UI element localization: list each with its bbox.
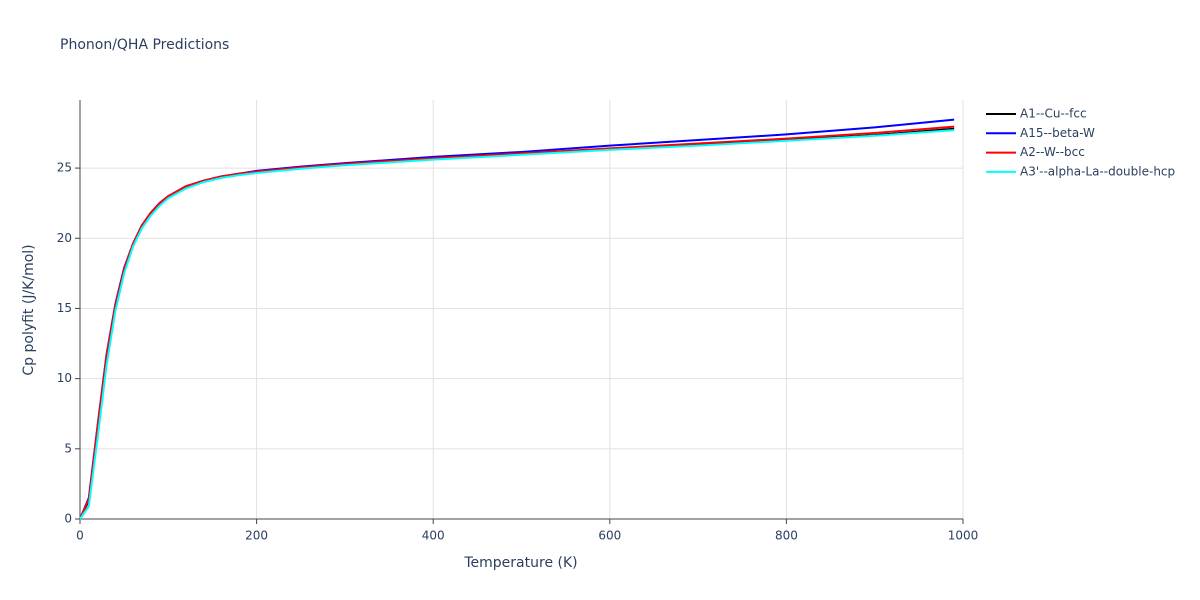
- y-tick-label: 20: [57, 231, 72, 245]
- y-tick-label: 5: [64, 441, 72, 455]
- legend-label: A1--Cu--fcc: [1020, 107, 1087, 121]
- legend-label: A3'--alpha-La--double-hcp: [1020, 164, 1175, 178]
- y-tick-label: 0: [64, 512, 72, 526]
- legend-label: A2--W--bcc: [1020, 145, 1085, 159]
- y-axis-title: Cp polyfit (J/K/mol): [21, 244, 37, 375]
- y-tick-label: 15: [57, 301, 72, 315]
- line-series: [79, 125, 955, 520]
- x-axis-title: Temperature (K): [463, 555, 577, 571]
- x-tick-label: 600: [598, 529, 621, 543]
- x-tick-label: 800: [775, 529, 798, 543]
- y-tick-label: 25: [57, 161, 72, 175]
- legend-label: A15--beta-W: [1020, 126, 1095, 140]
- chart-title: Phonon/QHA Predictions: [60, 37, 229, 53]
- x-tick-label: 0: [76, 529, 84, 543]
- x-tick-label: 400: [422, 529, 445, 543]
- y-tick-label: 10: [57, 371, 72, 385]
- x-tick-label: 1000: [948, 529, 979, 543]
- x-tick-label: 200: [245, 529, 268, 543]
- line-series: [79, 129, 955, 520]
- line-series: [79, 127, 955, 520]
